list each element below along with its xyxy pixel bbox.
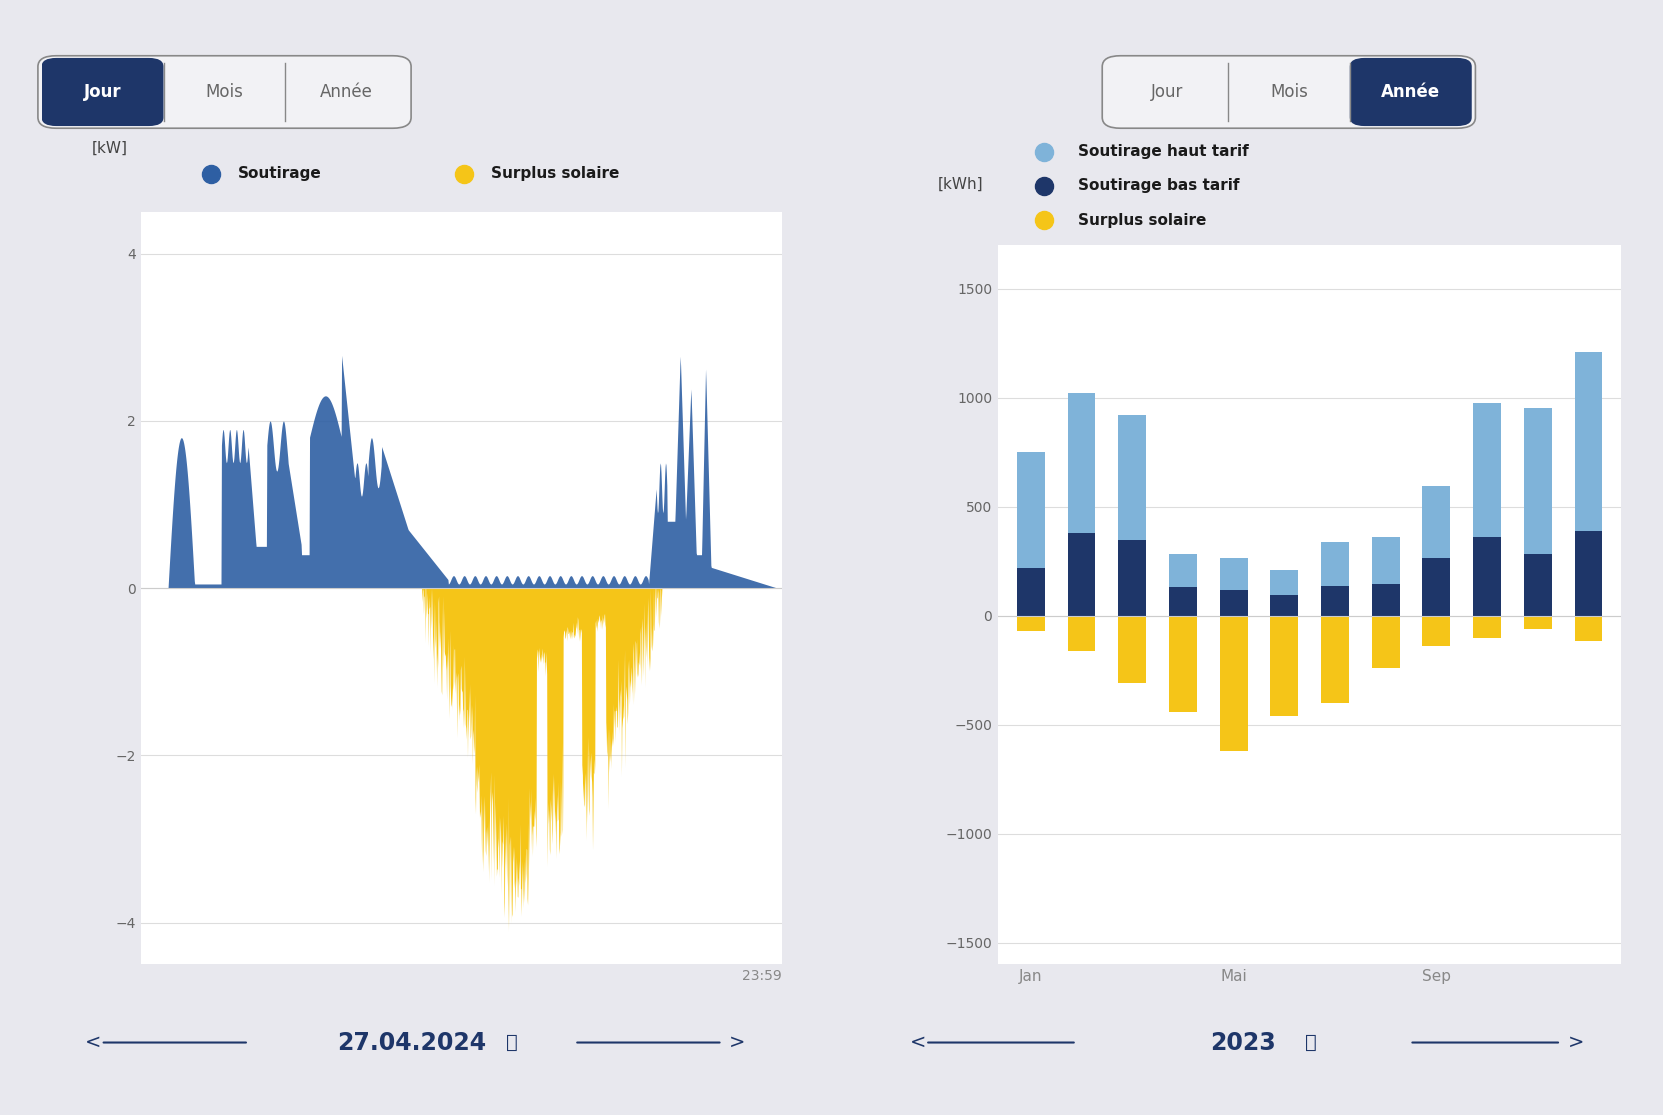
Text: >: > <box>728 1032 745 1053</box>
Bar <box>1320 615 1349 702</box>
Bar <box>1372 537 1400 584</box>
Bar <box>1016 453 1044 568</box>
Bar <box>1118 415 1146 540</box>
Bar <box>1219 615 1247 750</box>
Bar <box>1169 588 1197 615</box>
Bar <box>1271 615 1299 716</box>
Text: Surplus solaire: Surplus solaire <box>1078 213 1206 227</box>
Bar <box>1575 615 1603 641</box>
Bar <box>1372 615 1400 668</box>
Bar <box>1068 394 1096 533</box>
Bar <box>1118 615 1146 683</box>
Bar <box>1372 584 1400 615</box>
Text: [kW]: [kW] <box>91 140 128 155</box>
Bar <box>1575 352 1603 531</box>
Bar <box>1016 568 1044 615</box>
Bar <box>1016 615 1044 631</box>
Bar <box>1473 537 1502 615</box>
Text: [kWh]: [kWh] <box>938 176 983 192</box>
FancyBboxPatch shape <box>1350 58 1472 126</box>
Bar <box>1169 615 1197 711</box>
FancyBboxPatch shape <box>38 56 411 128</box>
Bar <box>1473 404 1502 537</box>
Bar <box>1219 590 1247 615</box>
Text: Mois: Mois <box>1271 83 1307 101</box>
Text: Jour: Jour <box>83 83 121 101</box>
Bar <box>1320 586 1349 615</box>
Text: 📅: 📅 <box>1305 1032 1317 1053</box>
Bar <box>1068 615 1096 651</box>
Text: 📅: 📅 <box>506 1032 517 1053</box>
FancyBboxPatch shape <box>42 58 163 126</box>
Bar <box>1271 570 1299 595</box>
Bar <box>1523 554 1552 615</box>
Text: <: < <box>85 1032 101 1053</box>
Text: Surplus solaire: Surplus solaire <box>491 166 619 182</box>
Text: 2023: 2023 <box>1211 1030 1276 1055</box>
Text: Mois: Mois <box>206 83 243 101</box>
Text: Soutirage bas tarif: Soutirage bas tarif <box>1078 178 1239 194</box>
Bar <box>1068 533 1096 615</box>
Bar <box>1219 558 1247 590</box>
Bar <box>1271 595 1299 615</box>
Bar <box>1422 615 1450 647</box>
Text: Année: Année <box>1382 83 1440 101</box>
Text: Année: Année <box>319 83 373 101</box>
Bar <box>1118 540 1146 615</box>
Bar <box>1523 408 1552 554</box>
Text: Jour: Jour <box>1151 83 1182 101</box>
Text: Soutirage: Soutirage <box>238 166 321 182</box>
Bar <box>1169 554 1197 588</box>
Bar <box>1422 558 1450 615</box>
Bar <box>1320 542 1349 586</box>
Text: <: < <box>910 1032 926 1053</box>
Text: 27.04.2024: 27.04.2024 <box>338 1030 486 1055</box>
Bar <box>1422 486 1450 558</box>
Text: Soutirage haut tarif: Soutirage haut tarif <box>1078 144 1249 159</box>
FancyBboxPatch shape <box>1103 56 1475 128</box>
Bar <box>1575 531 1603 615</box>
Text: >: > <box>1568 1032 1585 1053</box>
Bar <box>1523 615 1552 629</box>
Bar <box>1473 615 1502 638</box>
